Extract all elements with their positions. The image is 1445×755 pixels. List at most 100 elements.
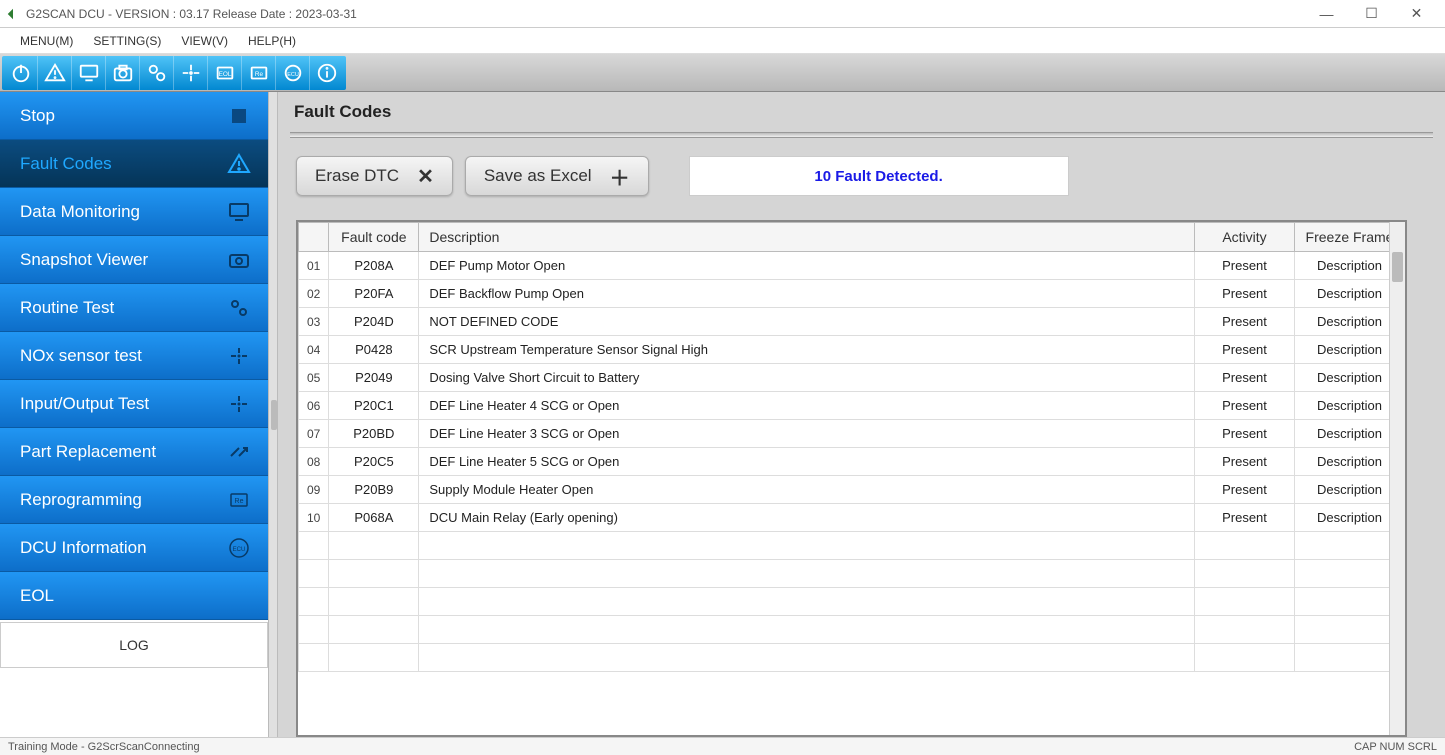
cell-code: P20B9 <box>329 476 419 504</box>
stop-icon <box>226 103 252 129</box>
sidebar-item-part-replacement[interactable]: Part Replacement <box>0 428 268 476</box>
sidebar-item-input-output-test[interactable]: Input/Output Test <box>0 380 268 428</box>
sidebar-item-data-monitoring[interactable]: Data Monitoring <box>0 188 268 236</box>
menu-setting[interactable]: SETTING(S) <box>83 30 171 52</box>
ecu-icon: ECU <box>226 535 252 561</box>
cell-freezeframe[interactable]: Description <box>1295 364 1405 392</box>
table-row[interactable]: 08P20C5DEF Line Heater 5 SCG or OpenPres… <box>299 448 1405 476</box>
cell-activity: Present <box>1195 448 1295 476</box>
toolbar-power-icon[interactable] <box>4 56 38 90</box>
sidebar-resize-handle[interactable] <box>268 92 278 737</box>
save-excel-button[interactable]: Save as Excel ＋ <box>465 156 649 196</box>
app-icon <box>6 7 20 21</box>
col-faultcode[interactable]: Fault code <box>329 223 419 252</box>
cell-freezeframe[interactable]: Description <box>1295 392 1405 420</box>
toolbar-eol-icon[interactable]: EOL <box>208 56 242 90</box>
cell-freezeframe[interactable]: Description <box>1295 420 1405 448</box>
table-row[interactable]: 03P204DNOT DEFINED CODEPresentDescriptio… <box>299 308 1405 336</box>
icon-toolbar: EOL Re ECU <box>0 54 1445 92</box>
table-row-empty <box>299 616 1405 644</box>
toolbar-camera-icon[interactable] <box>106 56 140 90</box>
arrows-icon <box>226 343 252 369</box>
toolbar-arrows-icon[interactable] <box>174 56 208 90</box>
sidebar-item-label: EOL <box>20 586 54 606</box>
cell-desc: DEF Line Heater 5 SCG or Open <box>419 448 1195 476</box>
cell-desc: DEF Backflow Pump Open <box>419 280 1195 308</box>
toolbar-monitor-icon[interactable] <box>72 56 106 90</box>
cell-freezeframe[interactable]: Description <box>1295 308 1405 336</box>
cell-freezeframe[interactable]: Description <box>1295 252 1405 280</box>
toolbar-warning-icon[interactable] <box>38 56 72 90</box>
col-description[interactable]: Description <box>419 223 1195 252</box>
warning-icon <box>226 151 252 177</box>
cell-index: 01 <box>299 252 329 280</box>
sidebar-log-button[interactable]: LOG <box>0 622 268 668</box>
cell-activity: Present <box>1195 476 1295 504</box>
cell-code: P20C1 <box>329 392 419 420</box>
table-row[interactable]: 05P2049Dosing Valve Short Circuit to Bat… <box>299 364 1405 392</box>
sidebar-item-label: Fault Codes <box>20 154 112 174</box>
erase-dtc-button[interactable]: Erase DTC ✕ <box>296 156 453 196</box>
toolbar-info-icon[interactable] <box>310 56 344 90</box>
sidebar-item-label: Reprogramming <box>20 490 142 510</box>
menu-view[interactable]: VIEW(V) <box>171 30 238 52</box>
sidebar-item-nox-sensor-test[interactable]: NOx sensor test <box>0 332 268 380</box>
gears-icon <box>226 295 252 321</box>
cell-desc: DCU Main Relay (Early opening) <box>419 504 1195 532</box>
svg-text:EOL: EOL <box>218 70 231 77</box>
cell-desc: Supply Module Heater Open <box>419 476 1195 504</box>
sidebar-item-snapshot-viewer[interactable]: Snapshot Viewer <box>0 236 268 284</box>
cell-freezeframe[interactable]: Description <box>1295 336 1405 364</box>
table-row[interactable]: 07P20BDDEF Line Heater 3 SCG or OpenPres… <box>299 420 1405 448</box>
fault-count-banner: 10 Fault Detected. <box>689 156 1069 196</box>
cell-activity: Present <box>1195 392 1295 420</box>
sidebar-item-stop[interactable]: Stop <box>0 92 268 140</box>
sidebar-item-reprogramming[interactable]: ReprogrammingRe <box>0 476 268 524</box>
col-index[interactable] <box>299 223 329 252</box>
sidebar-item-fault-codes[interactable]: Fault Codes <box>0 140 268 188</box>
window-maximize-button[interactable]: ☐ <box>1349 0 1394 28</box>
camera-icon <box>226 247 252 273</box>
cell-index: 08 <box>299 448 329 476</box>
table-row[interactable]: 04P0428SCR Upstream Temperature Sensor S… <box>299 336 1405 364</box>
toolbar-gears-icon[interactable] <box>140 56 174 90</box>
menubar: MENU(M) SETTING(S) VIEW(V) HELP(H) <box>0 28 1445 54</box>
status-left: Training Mode - G2ScrScanConnecting <box>8 741 200 753</box>
cell-activity: Present <box>1195 252 1295 280</box>
sidebar-item-label: Data Monitoring <box>20 202 140 222</box>
table-scrollbar[interactable] <box>1389 222 1405 735</box>
cell-freezeframe[interactable]: Description <box>1295 504 1405 532</box>
sidebar-item-eol[interactable]: EOL <box>0 572 268 620</box>
sidebar-item-routine-test[interactable]: Routine Test <box>0 284 268 332</box>
table-row-empty <box>299 588 1405 616</box>
cell-activity: Present <box>1195 420 1295 448</box>
cell-freezeframe[interactable]: Description <box>1295 280 1405 308</box>
cell-freezeframe[interactable]: Description <box>1295 476 1405 504</box>
col-freezeframe[interactable]: Freeze Frame <box>1295 223 1405 252</box>
toolbar-ecu-icon[interactable]: ECU <box>276 56 310 90</box>
table-row[interactable]: 10P068ADCU Main Relay (Early opening)Pre… <box>299 504 1405 532</box>
sidebar-item-dcu-information[interactable]: DCU InformationECU <box>0 524 268 572</box>
table-row[interactable]: 01P208ADEF Pump Motor OpenPresentDescrip… <box>299 252 1405 280</box>
window-close-button[interactable]: ✕ <box>1394 0 1439 28</box>
cell-desc: Dosing Valve Short Circuit to Battery <box>419 364 1195 392</box>
sidebar-item-label: NOx sensor test <box>20 346 142 366</box>
cell-freezeframe[interactable]: Description <box>1295 448 1405 476</box>
cell-code: P0428 <box>329 336 419 364</box>
table-row[interactable]: 06P20C1DEF Line Heater 4 SCG or OpenPres… <box>299 392 1405 420</box>
table-row-empty <box>299 560 1405 588</box>
table-row-empty <box>299 532 1405 560</box>
table-row[interactable]: 09P20B9Supply Module Heater OpenPresentD… <box>299 476 1405 504</box>
cell-desc: NOT DEFINED CODE <box>419 308 1195 336</box>
window-minimize-button[interactable]: — <box>1304 0 1349 28</box>
table-row[interactable]: 02P20FADEF Backflow Pump OpenPresentDesc… <box>299 280 1405 308</box>
sidebar-item-label: Routine Test <box>20 298 114 318</box>
save-excel-label: Save as Excel <box>484 166 592 186</box>
col-activity[interactable]: Activity <box>1195 223 1295 252</box>
menu-menu[interactable]: MENU(M) <box>10 30 83 52</box>
menu-help[interactable]: HELP(H) <box>238 30 306 52</box>
cell-index: 10 <box>299 504 329 532</box>
panel-title: Fault Codes <box>294 102 1433 122</box>
toolbar-re-icon[interactable]: Re <box>242 56 276 90</box>
window-title: G2SCAN DCU - VERSION : 03.17 Release Dat… <box>26 7 1304 21</box>
